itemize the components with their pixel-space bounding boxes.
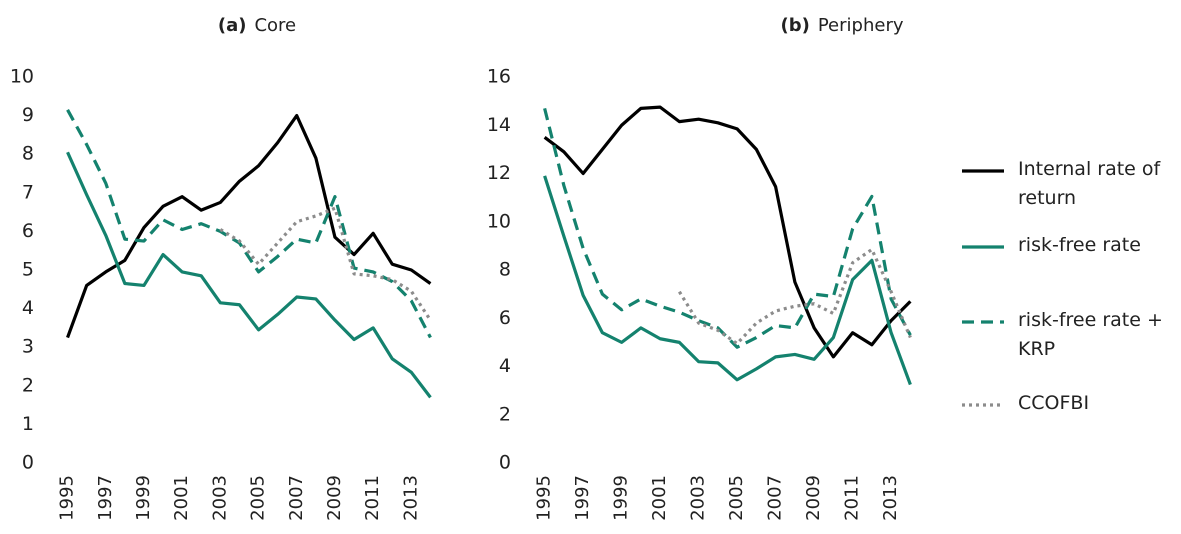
y-tick-label: 6 [499, 307, 511, 329]
series-line: risk-free rate [66, 151, 432, 399]
x-tick-label: 2003 [688, 475, 709, 521]
x-tick-label: 2001 [171, 475, 192, 521]
x-tick-label: 2009 [803, 475, 824, 521]
title-text: Periphery [818, 15, 904, 36]
panel-label: (a) [218, 15, 247, 36]
x-tick-label: 1995 [534, 475, 555, 521]
y-tick-label: 9 [22, 104, 34, 126]
y-tick-label: 8 [499, 259, 511, 281]
y-tick-label: 2 [499, 403, 511, 425]
x-tick-label: 2007 [765, 475, 786, 521]
x-tick-label: 1995 [57, 475, 78, 521]
x-tick-label: 2013 [400, 475, 421, 521]
y-tick-label: 0 [499, 452, 511, 474]
x-tick-label: 2011 [362, 475, 383, 521]
x-tick-label: 1999 [133, 475, 154, 521]
series-line: risk-free rate [543, 175, 912, 386]
y-tick-label: 10 [10, 66, 34, 88]
y-tick-label: 5 [22, 259, 34, 281]
x-tick-label: 2001 [649, 475, 670, 521]
series-line: CCOFBI [678, 247, 912, 346]
legend-label: risk-free rate [1018, 234, 1141, 256]
x-tick-label: 1997 [95, 475, 116, 521]
chart-title: (b) Periphery [781, 15, 904, 36]
legend-item: Internal rate of return [960, 155, 1175, 213]
y-tick-label: 6 [22, 220, 34, 242]
y-tick-label: 7 [22, 181, 34, 203]
x-tick-label: 1999 [611, 475, 632, 521]
legend-swatch [962, 169, 1004, 173]
y-tick-label: 0 [22, 452, 34, 474]
legend-item: risk-free rate + KRP [960, 306, 1175, 364]
series-line: risk-free rate + KRP [543, 107, 912, 349]
y-tick-label: 10 [487, 210, 511, 232]
y-tick-label: 1 [22, 413, 34, 435]
legend-label: risk-free rate + KRP [1018, 309, 1163, 360]
legend-swatch [962, 245, 1004, 249]
legend-swatch [962, 403, 1004, 407]
series-line: Internal rate of return [66, 114, 432, 339]
title-text: Core [254, 15, 296, 36]
y-tick-label: 12 [487, 162, 511, 184]
x-tick-label: 2005 [248, 475, 269, 521]
legend-item: CCOFBI [960, 389, 1175, 419]
y-tick-label: 4 [499, 355, 511, 377]
y-tick-label: 4 [22, 297, 34, 319]
x-tick-label: 2011 [842, 475, 863, 521]
x-tick-label: 2005 [726, 475, 747, 521]
legend-label: Internal rate of return [1018, 158, 1161, 209]
x-tick-label: 2003 [209, 475, 230, 521]
x-tick-label: 2009 [324, 475, 345, 521]
x-tick-label: 2013 [880, 475, 901, 521]
chart-title: (a) Core [218, 15, 296, 36]
panel-label: (b) [781, 15, 810, 36]
series-line: risk-free rate + KRP [66, 109, 432, 339]
y-tick-label: 8 [22, 143, 34, 165]
x-tick-label: 1997 [572, 475, 593, 521]
y-tick-label: 14 [487, 114, 511, 136]
legend-label: CCOFBI [1018, 392, 1090, 414]
y-tick-label: 16 [487, 66, 511, 88]
y-tick-label: 3 [22, 336, 34, 358]
legend-swatch [962, 320, 1004, 324]
x-tick-label: 2007 [286, 475, 307, 521]
series-line: CCOFBI [219, 206, 432, 322]
y-tick-label: 2 [22, 374, 34, 396]
series-line: Internal rate of return [543, 105, 912, 359]
legend-item: risk-free rate [960, 231, 1175, 261]
